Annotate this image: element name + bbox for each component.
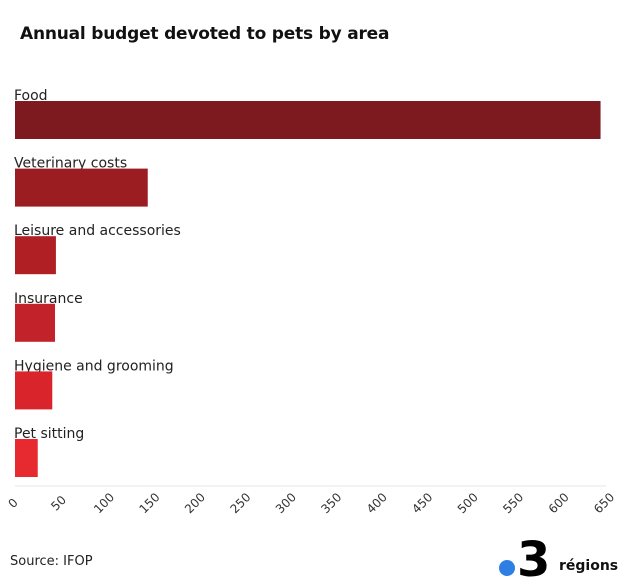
logo-text: régions [559,558,619,574]
x-tick-label: 300 [273,490,299,516]
x-tick-label: 650 [591,490,617,516]
logo-dot-icon [499,560,515,576]
bar [15,303,56,342]
bar-chart: Food Veterinary costs Leisure and accessor… [6,88,618,516]
chart-title: Annual budget devoted to pets by area [20,24,390,44]
x-tick-label: 350 [318,490,344,516]
x-tick-label: 100 [91,490,117,516]
logo-number: 3 [517,532,551,588]
bar [15,236,56,275]
category-label: Hygiene and grooming [14,358,174,374]
bar [15,101,601,139]
source-note: Source: IFOP [10,554,93,569]
bar [15,371,53,410]
x-tick-label: 0 [6,496,21,511]
x-tick-label: 450 [409,490,435,516]
x-tick-label: 250 [227,490,253,516]
category-label: Food [14,88,48,104]
france3-regions-logo: 3 régions [499,534,621,586]
bar [15,168,148,207]
category-label: Pet sitting [14,426,84,442]
x-tick-label: 550 [500,490,526,516]
category-label: Veterinary costs [14,156,127,172]
x-tick-label: 500 [455,490,481,516]
x-tick-label: 400 [364,490,390,516]
x-tick-label: 600 [546,490,572,516]
category-label: Insurance [14,291,83,307]
x-tick-label: 50 [48,493,69,514]
x-tick-label: 150 [137,490,163,516]
x-tick-label: 200 [182,490,208,516]
category-label: Leisure and accessories [14,223,181,239]
bar [15,439,38,477]
